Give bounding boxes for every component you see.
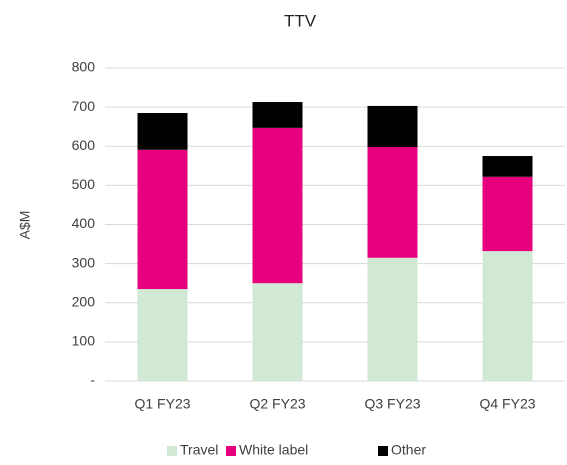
legend-swatch	[378, 446, 388, 456]
bar-segment	[137, 112, 188, 150]
x-tick-label: Q4 FY23	[479, 396, 535, 412]
legend-label: Other	[391, 442, 426, 458]
y-tick-label: -	[90, 372, 95, 388]
bar-segment	[252, 127, 303, 284]
bar-segment	[137, 149, 188, 290]
legend-swatch	[226, 446, 236, 456]
legend-label: White label	[239, 442, 308, 458]
chart-title: TTV	[284, 11, 317, 30]
y-tick-label: 700	[72, 98, 96, 114]
x-tick-label: Q1 FY23	[134, 396, 190, 412]
bar-segment	[367, 105, 418, 148]
y-tick-label: 600	[72, 137, 96, 153]
bar-segment	[137, 289, 188, 381]
x-tick-label: Q2 FY23	[249, 396, 305, 412]
bar-segment	[482, 156, 533, 177]
y-tick-label: 100	[72, 333, 96, 349]
legend-label: Travel	[180, 442, 218, 458]
y-tick-label: 300	[72, 254, 96, 270]
bar-segment	[482, 176, 533, 252]
bar-segment	[367, 257, 418, 381]
bar-segment	[482, 251, 533, 381]
y-axis-label: A$M	[17, 211, 33, 240]
bar-segment	[252, 102, 303, 128]
bar-segment	[367, 147, 418, 258]
legend-swatch	[167, 446, 177, 456]
x-tick-label: Q3 FY23	[364, 396, 420, 412]
y-tick-label: 500	[72, 176, 96, 192]
bar-segment	[252, 283, 303, 381]
y-tick-label: 200	[72, 293, 96, 309]
y-tick-label: 400	[72, 215, 96, 231]
y-tick-label: 800	[72, 59, 96, 75]
